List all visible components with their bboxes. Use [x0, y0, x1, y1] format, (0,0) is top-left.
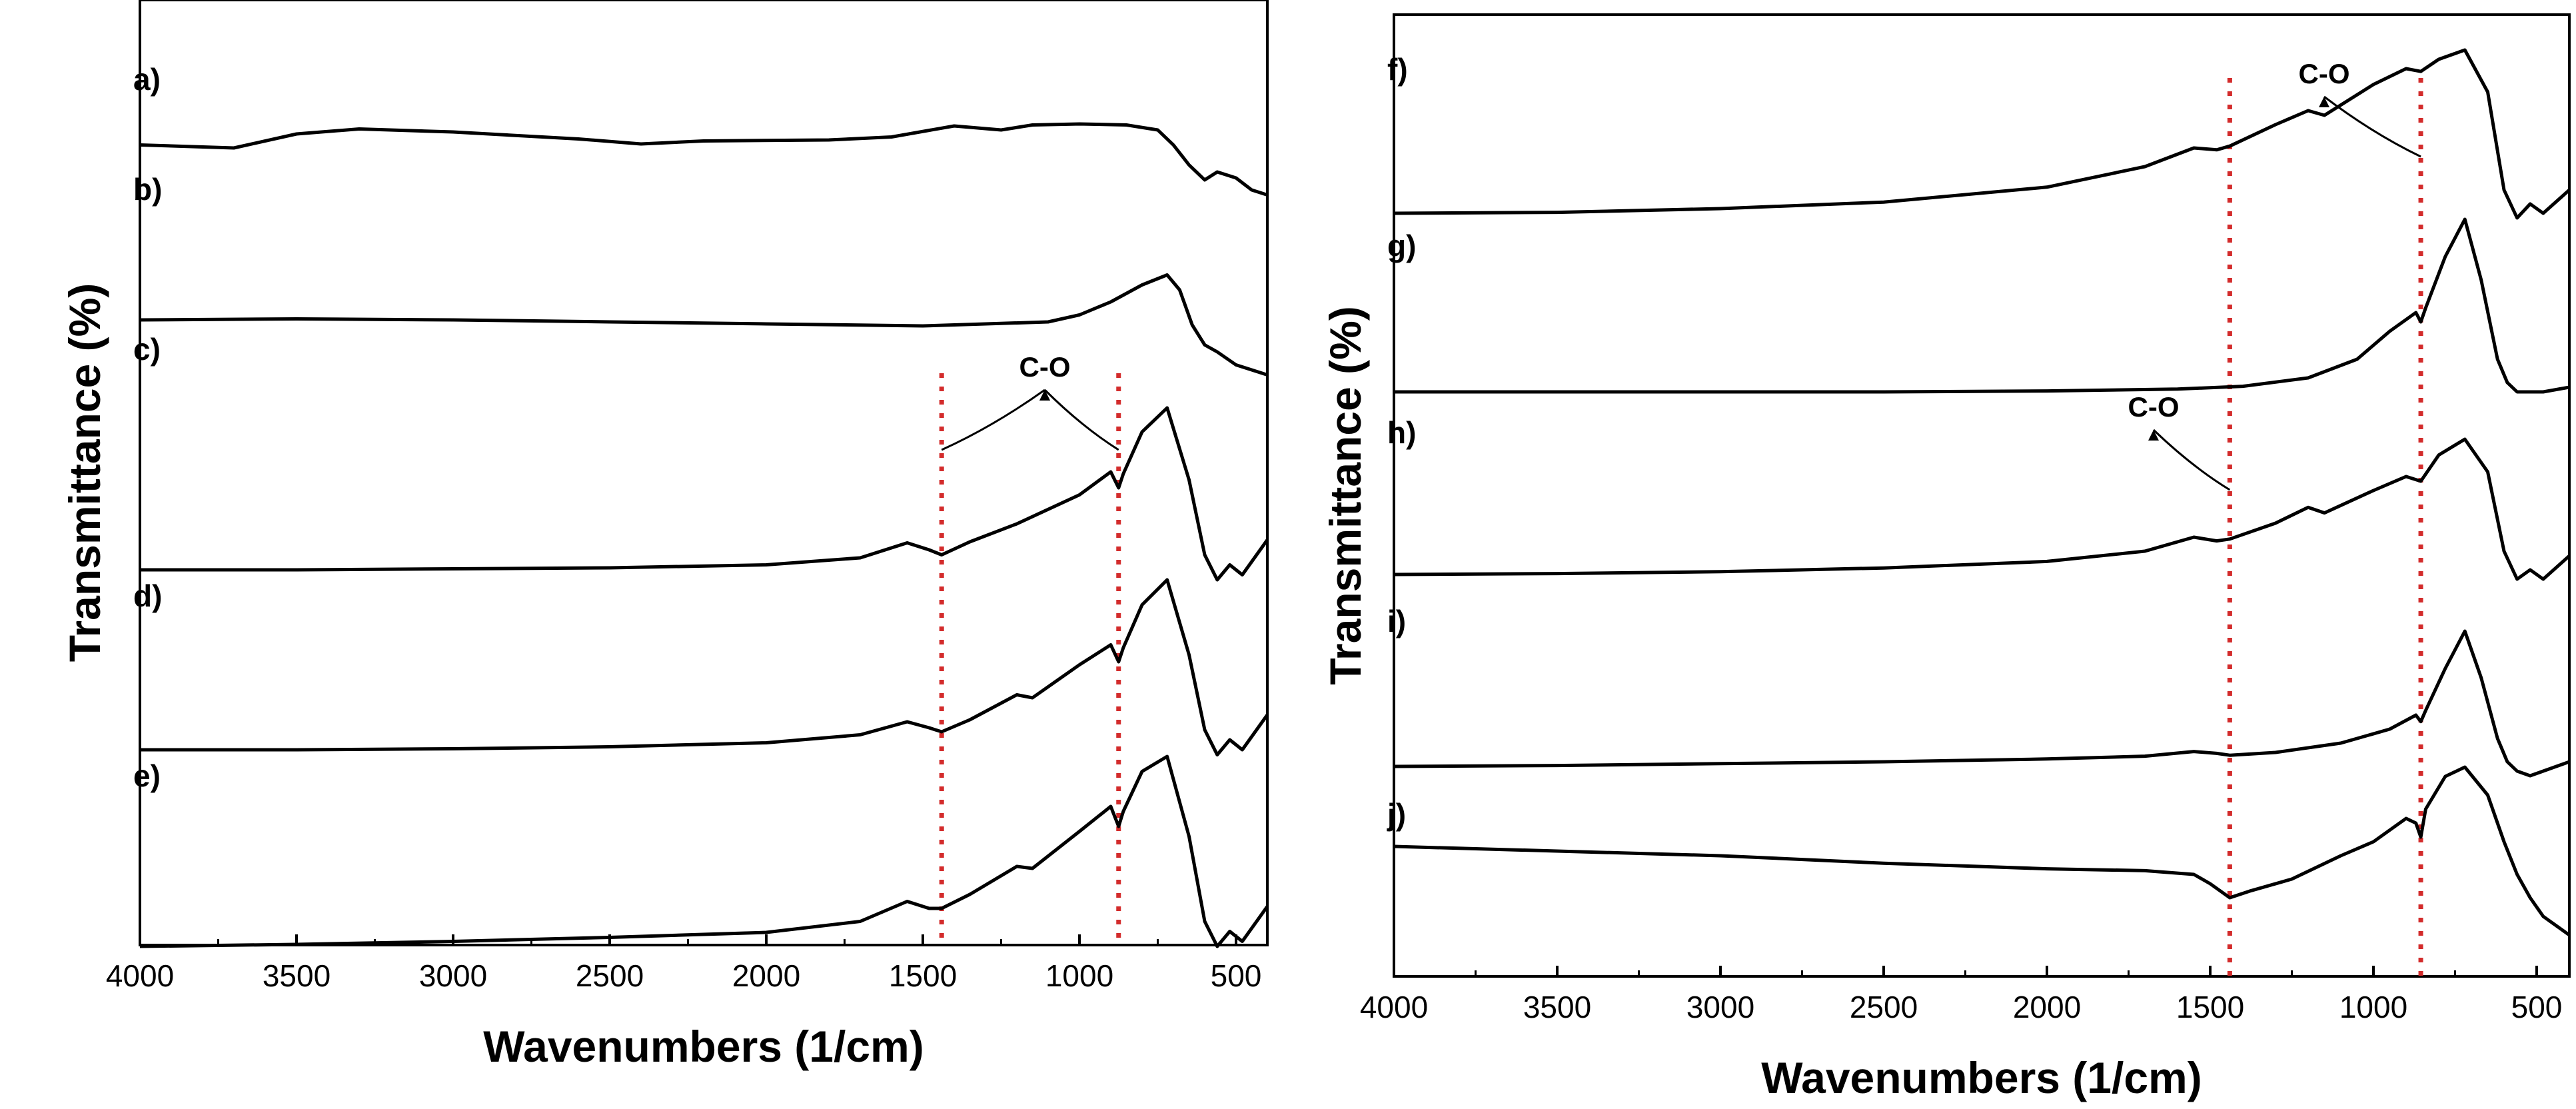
x-tick-label: 1000 — [1045, 958, 1113, 993]
spectrum-trace-h — [1393, 437, 2571, 581]
annotation-arrow — [2323, 95, 2421, 158]
y-axis-title: Transmittance (%) — [60, 283, 109, 662]
trace-label: i) — [1387, 604, 1406, 638]
x-tick-label: 500 — [2511, 990, 2563, 1024]
x-tick-label: 3500 — [263, 958, 330, 993]
trace-label: f) — [1387, 52, 1408, 87]
x-tick-label: 2500 — [1850, 990, 1918, 1024]
x-tick-label: 2500 — [576, 958, 644, 993]
trace-label: a) — [133, 62, 161, 97]
trace-label: d) — [133, 578, 162, 613]
x-tick-label: 3500 — [1523, 990, 1591, 1024]
x-tick-label: 2000 — [2013, 990, 2081, 1024]
c-o-annotation: C-O — [1019, 351, 1071, 383]
arrow-head — [1039, 390, 1050, 401]
y-axis-title: Transmittance (%) — [1321, 306, 1370, 684]
spectrum-trace-a — [139, 122, 1268, 197]
spectrum-trace-d — [140, 578, 1269, 756]
x-tick-label: 3000 — [1686, 990, 1754, 1024]
arrow-head — [2319, 97, 2329, 107]
spectrum-trace-b — [139, 273, 1268, 377]
x-tick-label: 1000 — [2339, 990, 2407, 1024]
right-ftir-panel: 4000 3500 3000 2500 2000 1500 1000 500 Wavenumbe… — [1321, 13, 2571, 1102]
trace-label: h) — [1387, 415, 1416, 450]
trace-label: c) — [133, 332, 161, 367]
trace-label: j) — [1387, 797, 1406, 832]
annotation-arrow — [2152, 429, 2231, 491]
annotation-arrow — [1043, 389, 1119, 451]
spectrum-trace-f — [1393, 48, 2571, 220]
x-tick-label: 500 — [1211, 958, 1262, 993]
plot-frame — [1393, 13, 2571, 978]
annotation-arrow — [941, 389, 1045, 451]
trace-label: e) — [133, 758, 161, 793]
x-tick-label: 1500 — [2176, 990, 2244, 1024]
trace-label: b) — [133, 172, 162, 207]
x-tick-label: 4000 — [106, 958, 174, 993]
arrow-head — [2148, 430, 2159, 441]
x-axis-title: Wavenumbers (1/cm) — [1761, 1053, 2202, 1102]
x-tick-label: 4000 — [1360, 990, 1428, 1024]
x-tick-label: 3000 — [419, 958, 487, 993]
x-axis-title: Wavenumbers (1/cm) — [483, 1022, 924, 1071]
plot-frame — [139, 0, 1269, 946]
trace-label: g) — [1387, 229, 1416, 263]
c-o-annotation: C-O — [2128, 391, 2180, 423]
c-o-annotation: C-O — [2299, 58, 2350, 89]
x-tick-label: 1500 — [889, 958, 957, 993]
spectrum-trace-c — [140, 406, 1269, 582]
spectrum-trace-i — [1393, 629, 2570, 778]
x-tick-label: 2000 — [732, 958, 800, 993]
spectrum-trace-e — [139, 754, 1269, 948]
left-ftir-panel: 4000 3500 3000 2500 2000 1500 1000 500 Wavenumbe… — [60, 0, 1269, 1071]
spectrum-trace-g — [1394, 217, 2570, 394]
spectrum-trace-j — [1393, 765, 2571, 937]
